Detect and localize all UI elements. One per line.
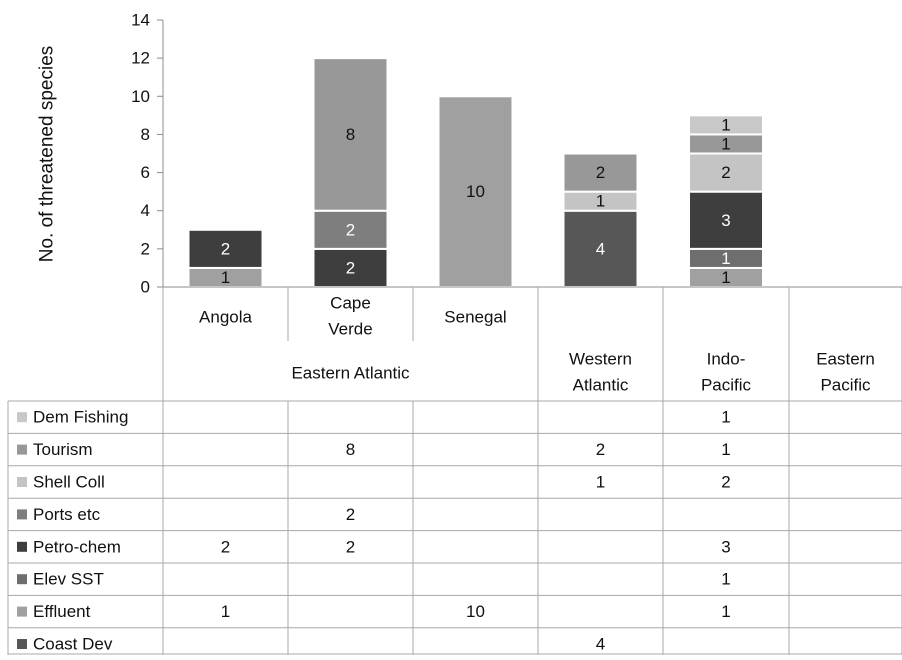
bar-data-label: 1 [221, 268, 230, 287]
legend-swatch [17, 412, 27, 423]
legend-label: Dem Fishing [33, 408, 128, 427]
legend-label: Tourism [33, 440, 93, 459]
x-group-label: Western [569, 350, 632, 369]
y-tick-label: 12 [131, 49, 150, 68]
y-tick-label: 6 [141, 163, 150, 182]
bar-data-label: 10 [466, 182, 485, 201]
y-tick-label: 14 [131, 11, 150, 30]
bar-data-label: 2 [596, 163, 605, 182]
legend-swatch [17, 574, 27, 585]
x-group-label: Pacific [701, 376, 752, 395]
table-cell-value: 1 [221, 602, 230, 621]
legend-label: Effluent [33, 602, 91, 621]
bar-segment [187, 228, 264, 269]
x-category-label: Cape [330, 294, 371, 313]
legend-swatch [17, 606, 27, 617]
bar-data-label: 1 [721, 249, 730, 268]
table-cell-value: 2 [346, 537, 355, 556]
table-cell-value: 1 [596, 473, 605, 492]
bar-segment [562, 152, 639, 193]
bar-data-label: 2 [221, 239, 230, 258]
x-group-label: Atlantic [573, 376, 629, 395]
table-cell-value: 4 [596, 635, 605, 654]
table-cell-value: 1 [721, 408, 730, 427]
bar-segment [688, 190, 764, 250]
table-cell-value: 1 [721, 570, 730, 589]
bar-data-label: 1 [721, 268, 730, 287]
legend-label: Shell Coll [33, 473, 105, 492]
legend-swatch [17, 541, 27, 552]
legend-label: Ports etc [33, 505, 101, 524]
y-tick-label: 10 [131, 87, 150, 106]
y-axis-title: No. of threatened species [37, 46, 58, 263]
table-cell-value: 2 [721, 473, 730, 492]
y-tick-label: 0 [141, 278, 150, 297]
y-tick-label: 2 [141, 239, 150, 258]
legend-label: Petro-chem [33, 537, 121, 556]
y-tick-label: 4 [141, 201, 150, 220]
legend-swatch [17, 444, 27, 455]
legend-swatch [17, 477, 27, 487]
bar-data-label: 4 [596, 239, 605, 258]
x-category-label: Angola [199, 308, 252, 327]
bar-data-label: 8 [346, 125, 355, 144]
bar-data-label: 1 [721, 115, 730, 134]
bar-segment [688, 114, 764, 136]
bar-data-label: 3 [721, 211, 730, 230]
bar-segment [688, 152, 764, 193]
table-cell-value: 2 [596, 440, 605, 459]
bar-segment [312, 57, 389, 212]
x-group-label: Indo- [707, 350, 746, 369]
bar-data-label: 1 [596, 192, 605, 211]
table-cell-value: 1 [721, 602, 730, 621]
x-category-label: Verde [328, 320, 372, 339]
legend-label: Elev SST [33, 570, 104, 589]
table-cell-value: 10 [466, 602, 485, 621]
table-cell-value: 3 [721, 537, 730, 556]
table-cell-value: 2 [346, 505, 355, 524]
x-group-label: Eastern [816, 350, 875, 369]
legend-label: Coast Dev [33, 635, 113, 654]
x-group-label: Eastern Atlantic [291, 364, 410, 383]
bar-data-label: 2 [346, 258, 355, 277]
bar-data-label: 2 [346, 220, 355, 239]
legend-swatch [17, 639, 27, 649]
x-group-label: Pacific [820, 376, 871, 395]
table-cell-value: 1 [721, 440, 730, 459]
x-category-label: Senegal [444, 308, 506, 327]
legend-swatch [17, 509, 27, 520]
y-tick-label: 8 [141, 125, 150, 144]
bar-data-label: 1 [721, 134, 730, 153]
table-cell-value: 2 [221, 537, 230, 556]
table-cell-value: 8 [346, 440, 355, 459]
bar-data-label: 2 [721, 163, 730, 182]
